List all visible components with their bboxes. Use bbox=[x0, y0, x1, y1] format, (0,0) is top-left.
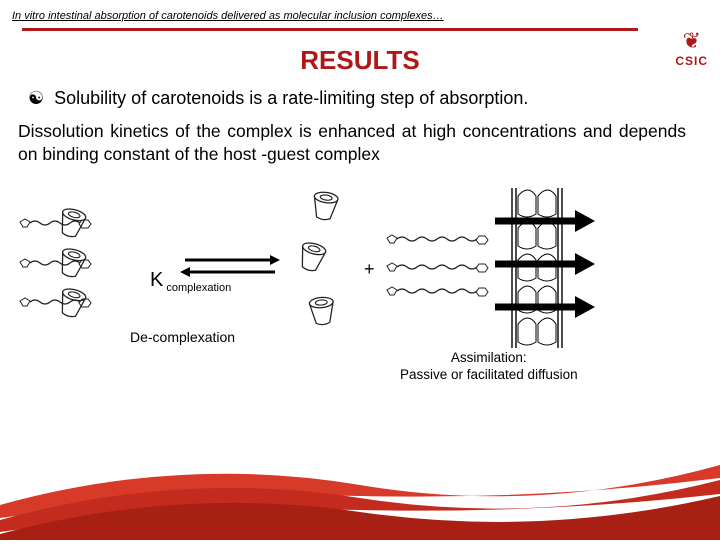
carotenoid-icon bbox=[18, 218, 98, 232]
diffusion-arrow-icon bbox=[495, 206, 595, 236]
carotenoid-icon bbox=[18, 258, 98, 272]
cyclodextrin-icon bbox=[304, 292, 341, 329]
plus-symbol: + bbox=[364, 259, 375, 280]
bullet-icon: ☯ bbox=[28, 86, 44, 110]
logo-text: CSIC bbox=[675, 54, 708, 68]
k-letter: K bbox=[150, 269, 163, 291]
header-title-italic: In vitro bbox=[12, 10, 45, 22]
reaction-diagram: K complexation De-complexation + bbox=[0, 174, 720, 374]
k-subscript: complexation bbox=[163, 282, 231, 294]
header-title: In vitro intestinal absorption of carote… bbox=[12, 10, 444, 22]
header-divider bbox=[22, 28, 638, 31]
decomplexation-label: De-complexation bbox=[130, 329, 235, 345]
diffusion-arrow-icon bbox=[495, 249, 595, 279]
bullet-text: Solubility of carotenoids is a rate-limi… bbox=[54, 86, 528, 110]
results-heading: RESULTS bbox=[0, 45, 720, 76]
carotenoid-icon bbox=[385, 262, 495, 276]
csic-logo: ❦ CSIC bbox=[675, 28, 708, 68]
equilibrium-arrows-icon bbox=[180, 252, 280, 280]
diffusion-arrow-icon bbox=[495, 292, 595, 322]
cyclodextrin-icon bbox=[306, 187, 344, 225]
footer-stripes bbox=[0, 450, 720, 540]
assimilation-label: Assimilation: Passive or facilitated dif… bbox=[400, 350, 578, 384]
cyclodextrin-icon bbox=[291, 236, 333, 278]
carotenoid-icon bbox=[385, 286, 495, 300]
assim-line1: Assimilation: bbox=[451, 350, 527, 365]
slide-header: In vitro intestinal absorption of carote… bbox=[0, 0, 720, 35]
dissolution-paragraph: Dissolution kinetics of the complex is e… bbox=[0, 116, 720, 174]
carotenoid-icon bbox=[385, 234, 495, 248]
bullet-solubility: ☯ Solubility of carotenoids is a rate-li… bbox=[0, 76, 720, 116]
carotenoid-icon bbox=[18, 297, 98, 311]
logo-icon: ❦ bbox=[675, 28, 708, 54]
header-title-rest: intestinal absorption of carotenoids del… bbox=[45, 10, 444, 22]
assim-line2: Passive or facilitated diffusion bbox=[400, 367, 578, 382]
